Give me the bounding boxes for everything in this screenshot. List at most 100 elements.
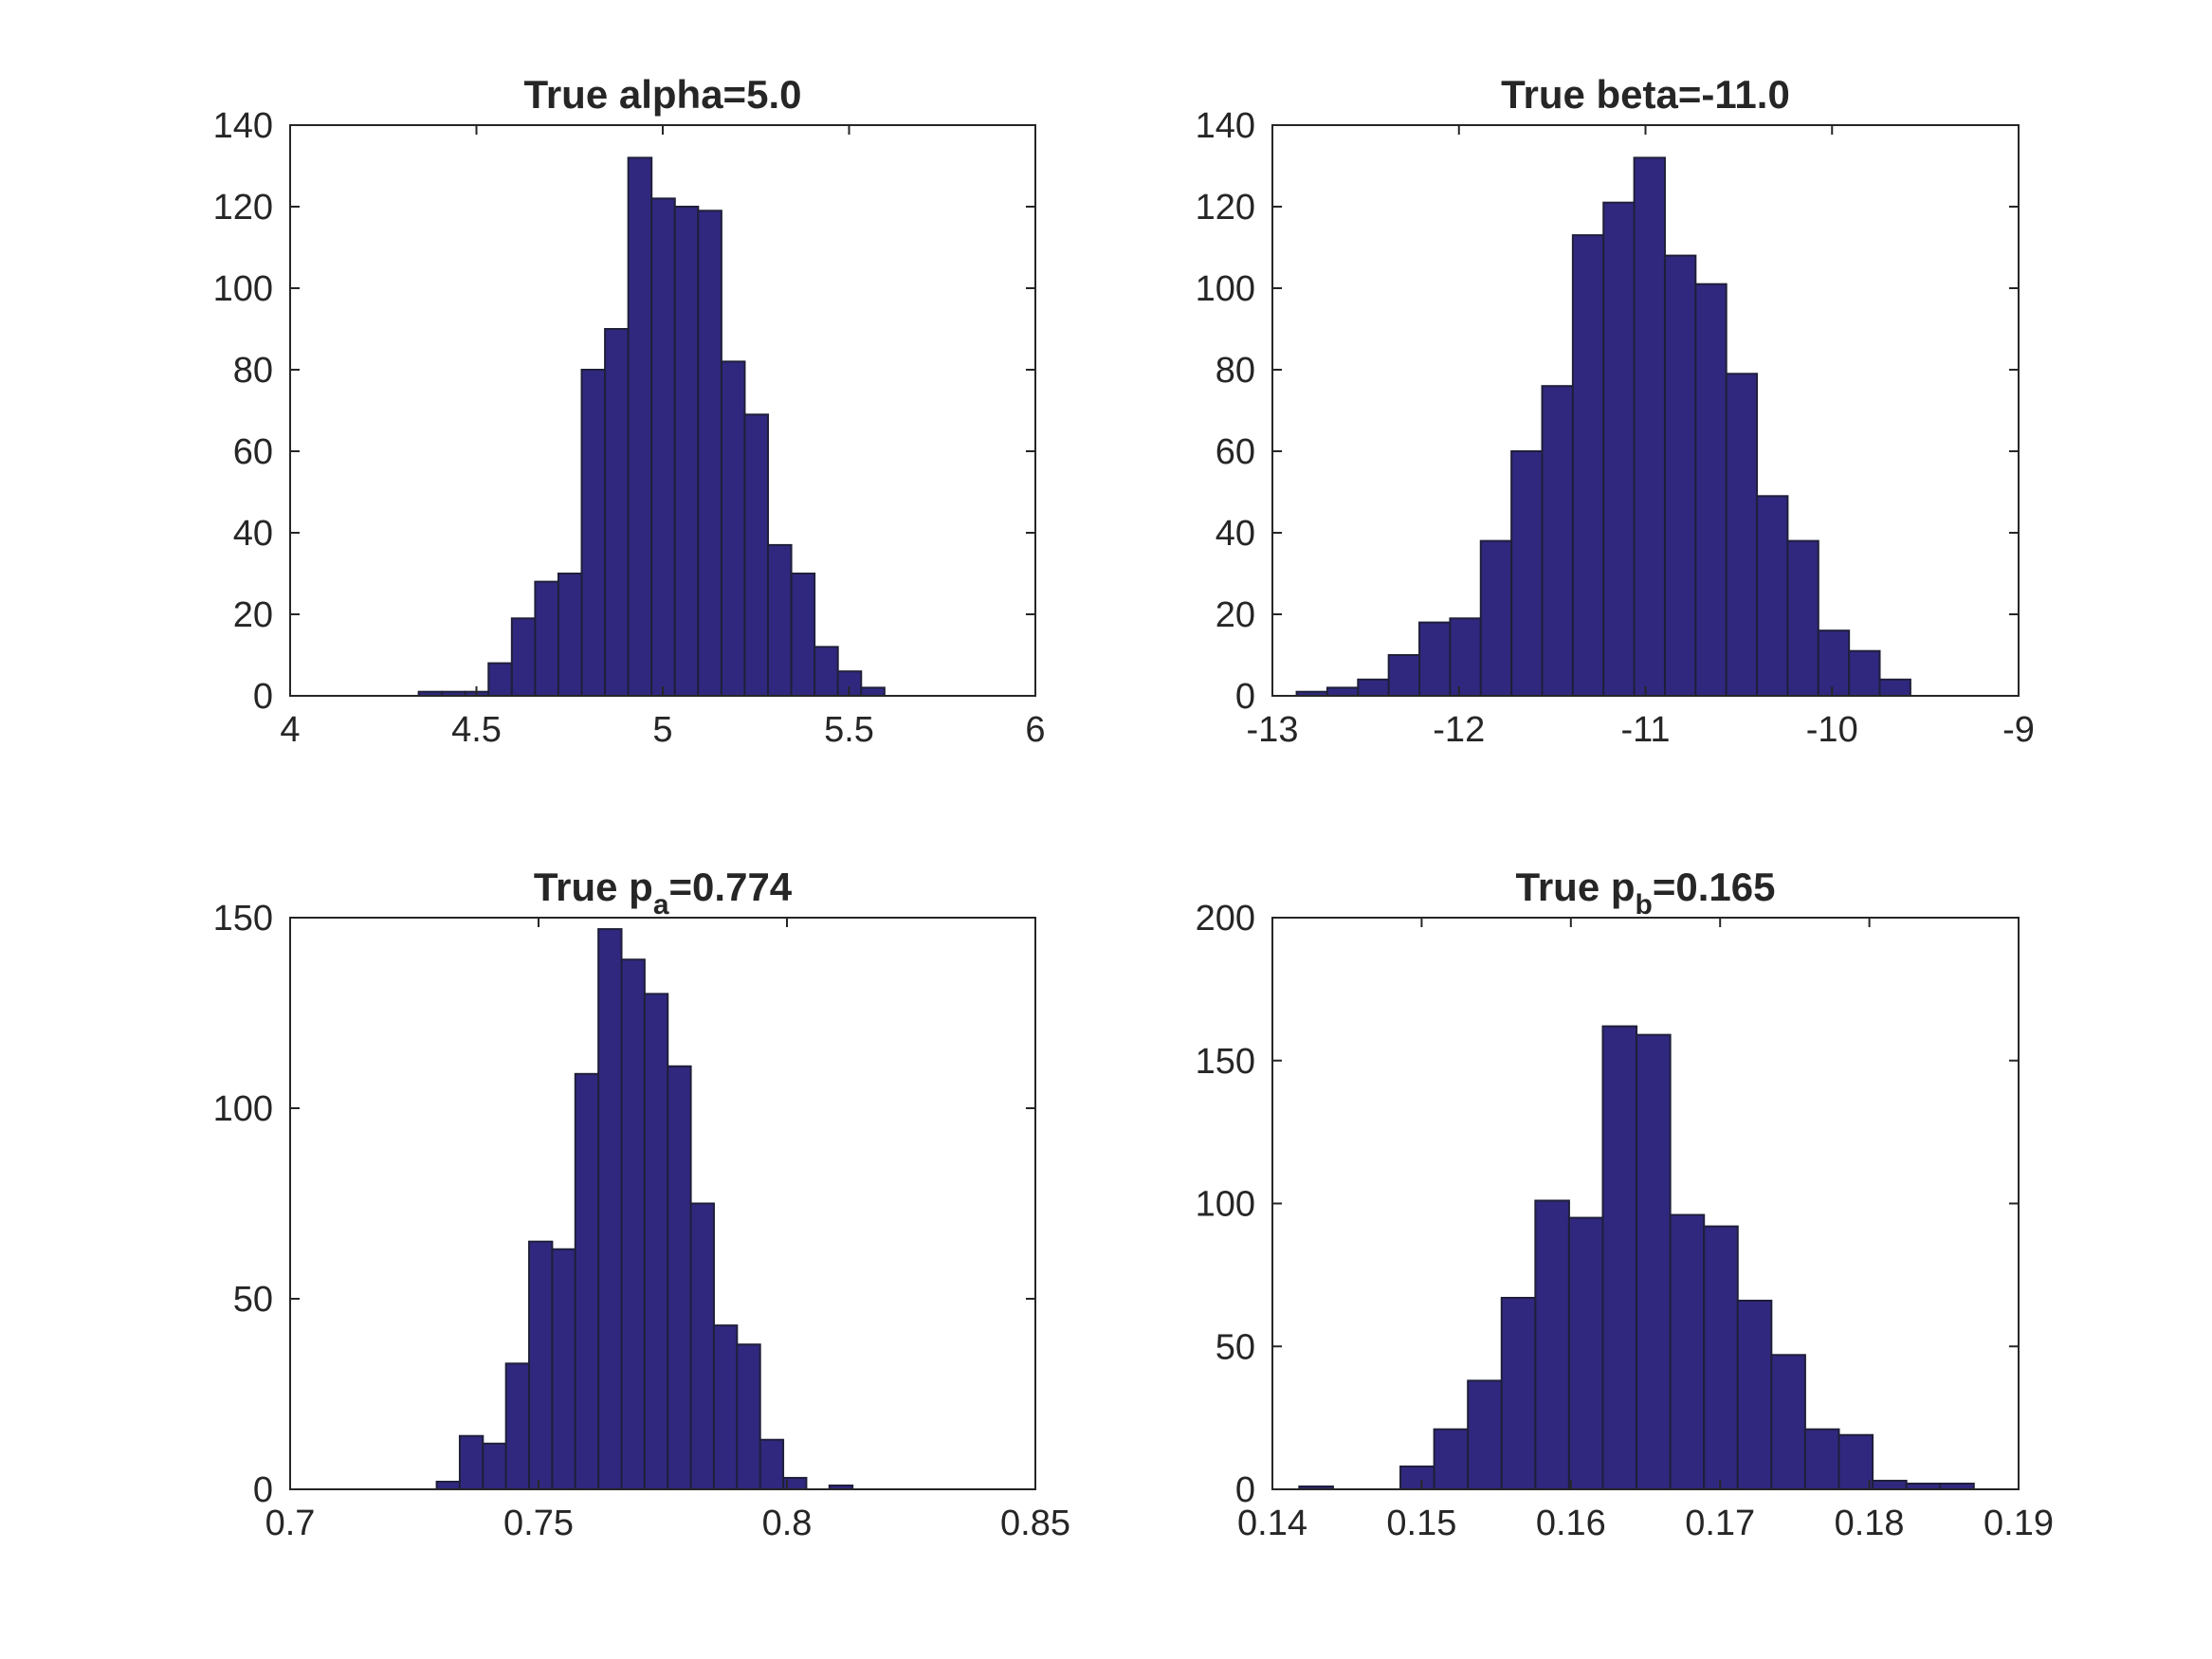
histogram-bar bbox=[1878, 678, 1911, 697]
histogram-bar bbox=[1325, 686, 1360, 698]
x-tick-label: 0.15 bbox=[1386, 1504, 1456, 1543]
histogram-bar bbox=[720, 360, 746, 697]
x-tick-label: -10 bbox=[1806, 710, 1858, 750]
chart-title: True alpha=5.0 bbox=[524, 72, 802, 117]
y-tick-label: 100 bbox=[1196, 1185, 1255, 1225]
y-tick-label: 50 bbox=[233, 1280, 273, 1320]
histogram-bar bbox=[743, 413, 770, 697]
y-tick-label: 150 bbox=[1196, 1042, 1255, 1082]
histogram-bar bbox=[1418, 621, 1452, 697]
histogram-bar bbox=[667, 1065, 692, 1491]
histogram-panel-3: 0.7 0.75 0.8 0.85 0 50 100 150 True pa=0.774 bbox=[213, 865, 1070, 1543]
histogram-bar bbox=[1449, 617, 1482, 697]
histogram-bar bbox=[574, 1072, 600, 1490]
x-tick-label: 0.19 bbox=[1983, 1504, 2054, 1543]
histogram-bar bbox=[1636, 1033, 1672, 1490]
y-tick-label: 50 bbox=[1216, 1327, 1255, 1367]
histogram-bar bbox=[736, 1343, 761, 1490]
histogram-bar bbox=[604, 328, 630, 697]
y-tick-label: 140 bbox=[213, 106, 273, 146]
histogram-bar bbox=[510, 617, 537, 697]
y-tick-label: 100 bbox=[1196, 269, 1255, 309]
histogram-bar bbox=[620, 958, 646, 1490]
histogram-bar bbox=[697, 210, 722, 698]
y-tick-label: 0 bbox=[1235, 1470, 1255, 1510]
x-tick-label: -9 bbox=[2002, 710, 2035, 750]
chart-title: True pa=0.774 bbox=[534, 865, 793, 921]
histogram-bar bbox=[1872, 1479, 1908, 1490]
x-tick-label: 0.85 bbox=[1000, 1504, 1070, 1543]
x-tick-label: 4 bbox=[280, 710, 300, 750]
y-tick-label: 140 bbox=[1196, 106, 1255, 146]
chart-title: True pb=0.165 bbox=[1516, 865, 1776, 921]
y-tick-label: 60 bbox=[1216, 432, 1255, 472]
y-tick-label: 100 bbox=[213, 1089, 273, 1129]
y-tick-label: 20 bbox=[233, 595, 273, 635]
histogram-bar bbox=[1387, 654, 1421, 697]
histogram-panel-4: 0.14 0.15 0.16 0.17 0.18 0.19 0 50 100 150 200 True… bbox=[1196, 865, 2054, 1543]
histogram-bar bbox=[1510, 450, 1544, 697]
axes-box bbox=[289, 917, 1036, 1490]
y-tick-label: 100 bbox=[213, 269, 273, 309]
histogram-bar bbox=[860, 686, 886, 698]
histogram-bar bbox=[1725, 373, 1759, 697]
y-tick-label: 40 bbox=[233, 514, 273, 554]
histogram-bar bbox=[1602, 201, 1636, 697]
histogram-bar bbox=[1357, 678, 1390, 697]
histogram-bar bbox=[712, 1324, 739, 1491]
histogram-bar bbox=[1534, 1199, 1570, 1490]
y-tick-label: 40 bbox=[1216, 514, 1255, 554]
histogram-bar bbox=[1479, 539, 1513, 697]
histogram-bar bbox=[482, 1442, 507, 1491]
histogram-bar bbox=[528, 1240, 554, 1490]
histogram-panel-2: -13 -12 -11 -10 -9 0 20 40 60 80 100 120 140 True bet… bbox=[1196, 72, 2035, 750]
histogram-bar bbox=[1694, 283, 1728, 697]
x-tick-label: 5.5 bbox=[824, 710, 874, 750]
histogram-bar bbox=[689, 1202, 715, 1490]
x-tick-label: 0.75 bbox=[503, 1504, 574, 1543]
x-tick-label: 0.14 bbox=[1237, 1504, 1307, 1543]
histogram-bar bbox=[504, 1362, 531, 1490]
histogram-bar bbox=[1571, 234, 1605, 697]
histogram-bar bbox=[557, 573, 583, 697]
histogram-bar bbox=[1669, 1213, 1706, 1491]
x-tick-label: 6 bbox=[1025, 710, 1045, 750]
histogram-bar bbox=[643, 993, 669, 1490]
x-tick-label: 0.18 bbox=[1835, 1504, 1905, 1543]
histogram-bar bbox=[1633, 156, 1666, 697]
histogram-bar bbox=[458, 1434, 484, 1490]
x-tick-label: 0.16 bbox=[1536, 1504, 1606, 1543]
histogram-bar bbox=[487, 662, 513, 697]
histogram-bar bbox=[650, 197, 676, 697]
histogram-bar bbox=[1541, 385, 1574, 697]
x-tick-label: 5 bbox=[652, 710, 672, 750]
histogram-bar bbox=[1848, 649, 1881, 698]
histogram-bar bbox=[759, 1438, 785, 1490]
histogram-bar bbox=[534, 580, 559, 697]
histogram-bar bbox=[597, 928, 623, 1490]
x-tick-label: 0.8 bbox=[762, 1504, 813, 1543]
histogram-bar bbox=[790, 573, 816, 697]
chart-title: True beta=-11.0 bbox=[1501, 72, 1790, 117]
x-tick-label: 0.17 bbox=[1685, 1504, 1755, 1543]
histogram-bar bbox=[1756, 495, 1789, 697]
histogram-bar bbox=[1786, 539, 1819, 697]
histogram-bar bbox=[1817, 629, 1851, 698]
histogram-bar bbox=[1736, 1300, 1773, 1491]
y-tick-label: 80 bbox=[233, 351, 273, 391]
histogram-bar bbox=[551, 1248, 576, 1490]
y-tick-label: 0 bbox=[253, 1470, 273, 1510]
histogram-bar bbox=[1567, 1216, 1604, 1490]
histogram-bar bbox=[1500, 1296, 1537, 1490]
histogram-bar bbox=[627, 156, 653, 697]
histogram-bar bbox=[1703, 1225, 1739, 1490]
x-tick-label: -11 bbox=[1620, 710, 1670, 750]
x-tick-label: -13 bbox=[1247, 710, 1299, 750]
histogram-bar bbox=[580, 369, 607, 697]
histogram-bar bbox=[1601, 1025, 1638, 1490]
histogram-bar bbox=[435, 1480, 461, 1490]
histogram-bar bbox=[1663, 254, 1697, 697]
histogram-bar bbox=[1803, 1428, 1840, 1491]
